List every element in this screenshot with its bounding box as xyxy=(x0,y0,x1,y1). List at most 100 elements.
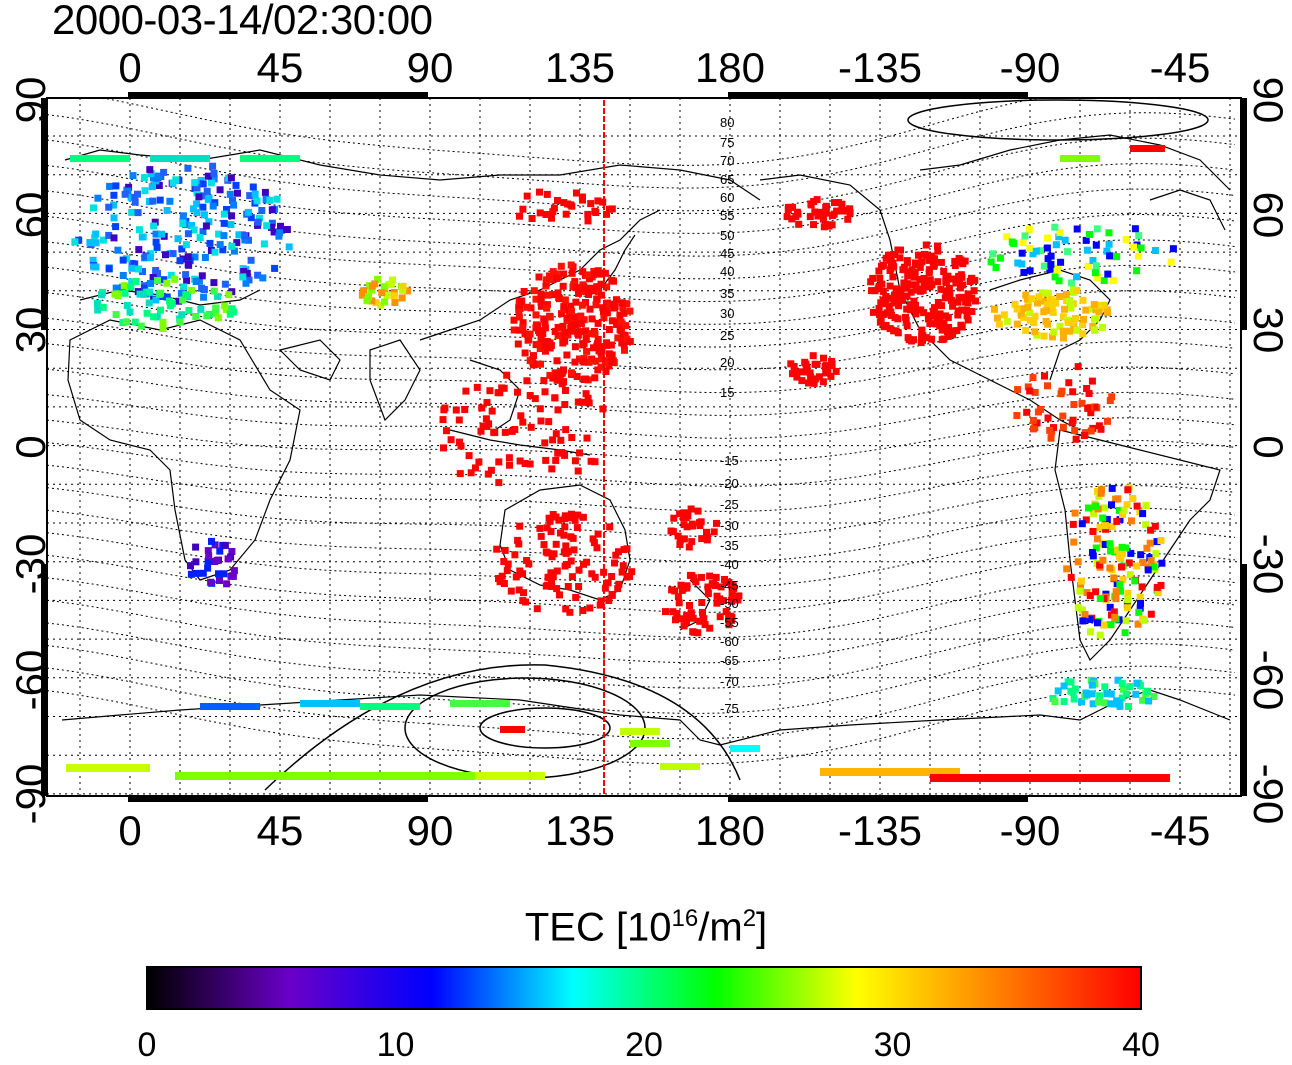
tec-point xyxy=(1003,317,1011,325)
tec-point xyxy=(536,345,544,352)
tec-point xyxy=(929,255,937,263)
colorbar-title: TEC [1016/m2] xyxy=(0,905,1292,950)
tec-point xyxy=(1097,489,1105,497)
right-latitude-labels: 90 60 30 0 -30 -60 -90 xyxy=(1245,77,1292,825)
tec-point xyxy=(142,252,150,260)
tec-point xyxy=(537,532,545,540)
tec-point xyxy=(549,436,557,444)
contour-label: -35 xyxy=(720,538,739,553)
tec-point xyxy=(832,367,840,375)
tec-point xyxy=(597,597,605,605)
tec-point xyxy=(1117,587,1124,595)
tec-point xyxy=(603,283,611,291)
tec-point xyxy=(1071,427,1079,435)
tec-point xyxy=(163,279,171,287)
tec-point xyxy=(498,572,506,580)
tec-point xyxy=(455,416,463,424)
tec-point xyxy=(1119,511,1126,518)
tec-point xyxy=(1036,247,1044,255)
tec-point xyxy=(145,299,153,307)
tec-point xyxy=(1026,244,1034,252)
tec-point xyxy=(254,271,262,279)
tec-point xyxy=(1061,236,1069,244)
tec-point xyxy=(987,258,995,266)
tec-point xyxy=(483,423,491,430)
tec-point xyxy=(163,293,171,301)
tec-point xyxy=(1078,520,1086,528)
tec-point xyxy=(1107,690,1115,698)
tec-point xyxy=(495,479,503,487)
tec-point xyxy=(1154,589,1162,597)
tec-point xyxy=(1142,521,1150,529)
tec-point xyxy=(561,515,569,523)
tec-point xyxy=(557,529,564,537)
tec-point xyxy=(578,301,586,309)
tec-point xyxy=(683,612,691,619)
tec-point xyxy=(562,549,570,557)
tec-point xyxy=(542,279,550,287)
tec-point xyxy=(911,268,919,276)
tec-point xyxy=(1085,390,1093,397)
tec-point xyxy=(568,369,575,377)
tec-point xyxy=(1153,538,1161,546)
tec-point xyxy=(1152,550,1160,558)
tec-point xyxy=(928,312,936,320)
tec-point xyxy=(686,602,693,609)
tec-point xyxy=(1106,397,1114,405)
tec-point xyxy=(105,265,113,273)
tec-point xyxy=(1098,486,1105,494)
tec-point xyxy=(575,289,582,297)
tec-point xyxy=(598,355,606,363)
tec-point xyxy=(195,193,203,201)
tec-point xyxy=(807,373,815,381)
tec-point xyxy=(1018,260,1026,268)
tec-point xyxy=(559,322,567,330)
tec-point xyxy=(956,284,964,292)
tec-point xyxy=(604,579,612,587)
tec-point xyxy=(674,593,682,601)
tec-strip xyxy=(150,155,210,162)
tec-point xyxy=(1060,698,1068,705)
top-lon-label: 135 xyxy=(545,44,615,91)
tec-point xyxy=(599,304,607,312)
tec-point xyxy=(1051,223,1059,231)
tec-point xyxy=(283,226,291,233)
tec-point xyxy=(1030,319,1038,327)
tec-point xyxy=(1024,303,1032,311)
tec-point xyxy=(925,256,933,264)
tec-point xyxy=(1026,387,1034,395)
tec-point xyxy=(205,218,213,226)
tec-point xyxy=(241,236,249,244)
tec-point xyxy=(964,316,972,324)
tec-point xyxy=(1108,484,1116,492)
tec-point xyxy=(995,320,1003,328)
tec-point xyxy=(110,214,118,222)
tec-point xyxy=(1150,563,1158,571)
tec-point xyxy=(253,197,261,205)
tec-point xyxy=(701,621,709,629)
tec-strip xyxy=(450,700,510,707)
left-lat-label: -60 xyxy=(7,650,54,711)
tec-point xyxy=(197,305,205,313)
tec-point xyxy=(1094,619,1101,627)
tec-point xyxy=(1128,517,1135,525)
tec-point xyxy=(558,369,566,377)
tec-observations xyxy=(70,145,1177,770)
tec-point xyxy=(1090,301,1098,308)
tec-strip xyxy=(70,155,130,162)
tec-point xyxy=(152,238,160,246)
tec-point xyxy=(567,261,575,269)
tec-point xyxy=(890,327,898,335)
tec-point xyxy=(1092,588,1100,596)
tec-point xyxy=(815,373,823,381)
tec-point xyxy=(1031,312,1039,320)
tec-point xyxy=(110,201,118,209)
tec-point xyxy=(1073,326,1081,334)
tec-point xyxy=(387,280,395,288)
tec-point xyxy=(1112,588,1120,596)
tec-point xyxy=(970,287,978,295)
tec-point xyxy=(479,422,487,430)
tec-point xyxy=(1046,265,1054,273)
tec-point xyxy=(810,198,818,205)
tec-point xyxy=(940,268,948,275)
